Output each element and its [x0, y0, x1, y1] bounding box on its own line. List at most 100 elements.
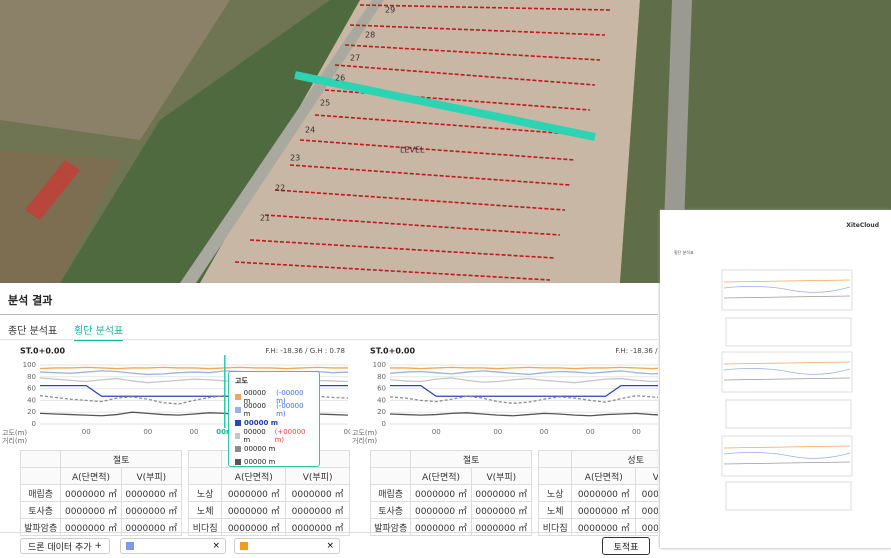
table-cell: 0000000 ㎥: [410, 501, 472, 519]
tooltip-value: 00000 m: [243, 401, 266, 418]
report-button[interactable]: 토적표: [602, 537, 650, 555]
tooltip: 고도 00000 m (-00000 m) 00000 m (-00000 m) 0000…: [228, 371, 320, 467]
doc-brand: XiteCloud: [846, 222, 879, 229]
tooltip-value: 00000 m: [244, 444, 276, 453]
station-label: 29: [385, 6, 395, 15]
button-label: 드론 데이터 추가: [27, 542, 92, 553]
tooltip-diff: (+00000 m): [274, 427, 306, 444]
road: [180, 0, 384, 283]
document-preview: XiteCloud 횡단 분석표: [660, 210, 891, 548]
chart-title: ST.0+0.00: [20, 347, 65, 356]
x-tick-label: 00: [540, 428, 549, 436]
column-header: V(부피): [635, 467, 658, 485]
series-line: [390, 366, 658, 370]
row-header: 토사층: [19, 501, 62, 519]
y-tick-label: 20: [377, 408, 386, 416]
y-tick-label: 100: [373, 361, 386, 369]
table-title: 성토: [571, 450, 658, 468]
x-tick-label: 00: [82, 428, 91, 436]
chip-color: [240, 542, 248, 550]
y-tick-label: 40: [27, 396, 36, 404]
y-tick-label: 80: [27, 373, 36, 381]
column-header: V(부피): [285, 467, 350, 485]
x-tick-label: 00: [586, 428, 595, 436]
divider: [0, 339, 658, 340]
table-title: 절토: [410, 450, 532, 468]
tooltip-marker: [235, 432, 241, 439]
table-row: A(단면적)V(부피): [19, 467, 183, 485]
tab[interactable]: 종단 분석표: [8, 326, 58, 337]
data-chip[interactable]: ×: [120, 538, 226, 554]
tooltip-marker: [235, 419, 241, 426]
chip-close[interactable]: ×: [326, 541, 334, 551]
station-label: 28: [365, 31, 375, 40]
chip-close[interactable]: ×: [212, 541, 220, 551]
data-chip[interactable]: ×: [234, 538, 340, 554]
station-label: 27: [350, 54, 360, 63]
table-cell: [537, 467, 573, 485]
column-header: A(단면적): [571, 467, 637, 485]
table-cell: 0000000 ㎥: [120, 518, 183, 536]
map-text: LEVEL: [400, 146, 425, 155]
station-label: 26: [335, 74, 345, 83]
tooltip-row: 00000 m: [235, 442, 313, 455]
table-row: 토사층 0000000 ㎥ 0000000 ㎥: [369, 501, 533, 519]
divider: [0, 314, 658, 315]
table-cell: [19, 450, 62, 468]
row-header: 노체: [187, 501, 223, 519]
y-tick-label: 60: [27, 385, 36, 393]
tooltip-marker: [235, 406, 241, 413]
table-cell: [187, 467, 223, 485]
column-header: A(단면적): [410, 467, 472, 485]
tab-active[interactable]: 횡단 분석표: [74, 322, 124, 341]
tooltip-diff: (-00000 m): [276, 401, 304, 418]
tooltip-diff: (-00000 m): [276, 388, 304, 405]
table-title: 절토: [60, 450, 182, 468]
row-header: 노상: [187, 484, 223, 502]
table-cell: 0000000 ㎥: [410, 518, 472, 536]
station-label: 24: [305, 126, 315, 135]
table-cell: 0000000 ㎥: [470, 501, 533, 519]
selected-section[interactable]: [294, 71, 596, 141]
tooltip-marker: [235, 445, 241, 452]
series-line: [389, 412, 658, 417]
table-cell: 0000000 ㎥: [221, 501, 287, 519]
y-tick-label: 20: [27, 408, 36, 416]
table-cell: 0000000 ㎥: [635, 484, 658, 502]
table-cell: [187, 450, 223, 468]
y-tick-label: 100: [23, 361, 36, 369]
x-tick-label: 00: [632, 428, 641, 436]
x-axis-label: 거리(m): [2, 436, 27, 445]
y-tick-label: 0: [32, 420, 36, 428]
x-tick-label: 00: [143, 428, 152, 436]
table-row: A(단면적)V(부피): [187, 467, 350, 485]
y-tick-label: 60: [377, 385, 386, 393]
table-row: 절토: [369, 450, 532, 468]
y-tick-label: 80: [377, 373, 386, 381]
table-cell: 0000000 ㎥: [571, 518, 637, 536]
column-header: V(부피): [470, 467, 533, 485]
table-row: 매립층 0000000 ㎥ 0000000 ㎥: [369, 484, 533, 502]
tooltip-marker: [235, 393, 241, 400]
table-cell: 0000000 ㎥: [221, 518, 287, 536]
tooltip-value: 00000 m: [244, 418, 279, 427]
table-cell: [19, 467, 62, 485]
add-drone-data[interactable]: 드론 데이터 추가 +: [20, 538, 110, 554]
tooltip-value: 00000 m: [244, 457, 276, 466]
line-chart: ST.0+0.00 F.H: -18.36 / G.H : 0.78 0 20 40 60…: [352, 347, 658, 445]
table-row: 발파암층 0000000 ㎥ 0000000 ㎥: [19, 518, 183, 536]
series-line: [390, 385, 658, 397]
series-line: [389, 370, 658, 376]
row-header: 발파암층: [369, 518, 412, 536]
add-icon: +: [94, 541, 103, 551]
table-row: 발파암층 0000000 ㎥ 0000000 ㎥: [369, 518, 533, 536]
table-cell: 0000000 ㎥: [410, 484, 472, 502]
table-cell: 0000000 ㎥: [470, 518, 533, 536]
station-label: 23: [290, 154, 300, 163]
row-header: 매립층: [369, 484, 412, 502]
